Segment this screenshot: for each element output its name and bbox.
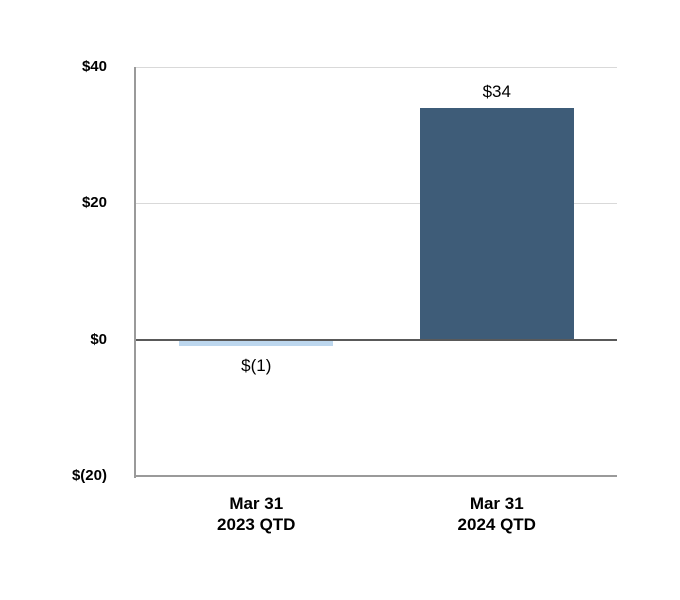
- x-category-label-line: 2024 QTD: [457, 515, 536, 534]
- bar-value-label: $34: [482, 81, 511, 101]
- x-category-label-line: Mar 31: [469, 494, 524, 513]
- bar-2: [419, 107, 574, 340]
- bar-value-label: $(1): [241, 356, 272, 376]
- gridline: [136, 203, 617, 205]
- zero-line: [136, 338, 617, 341]
- y-axis-line: [134, 67, 136, 478]
- y-tick-label: $40: [81, 58, 107, 75]
- bar-1: [179, 339, 334, 347]
- x-category-label: Mar 31 2024 QTD: [397, 493, 597, 535]
- y-tick-label: $20: [81, 194, 107, 212]
- x-category-label-line: Mar 31: [229, 494, 284, 513]
- x-category-label: Mar 31 2023 QTD: [156, 493, 356, 535]
- y-tick-label: $(20): [71, 467, 107, 484]
- y-tick-label: $0: [90, 330, 107, 348]
- x-category-label-line: 2023 QTD: [217, 515, 296, 534]
- gridline: [136, 67, 617, 68]
- x-axis-line: [136, 475, 617, 477]
